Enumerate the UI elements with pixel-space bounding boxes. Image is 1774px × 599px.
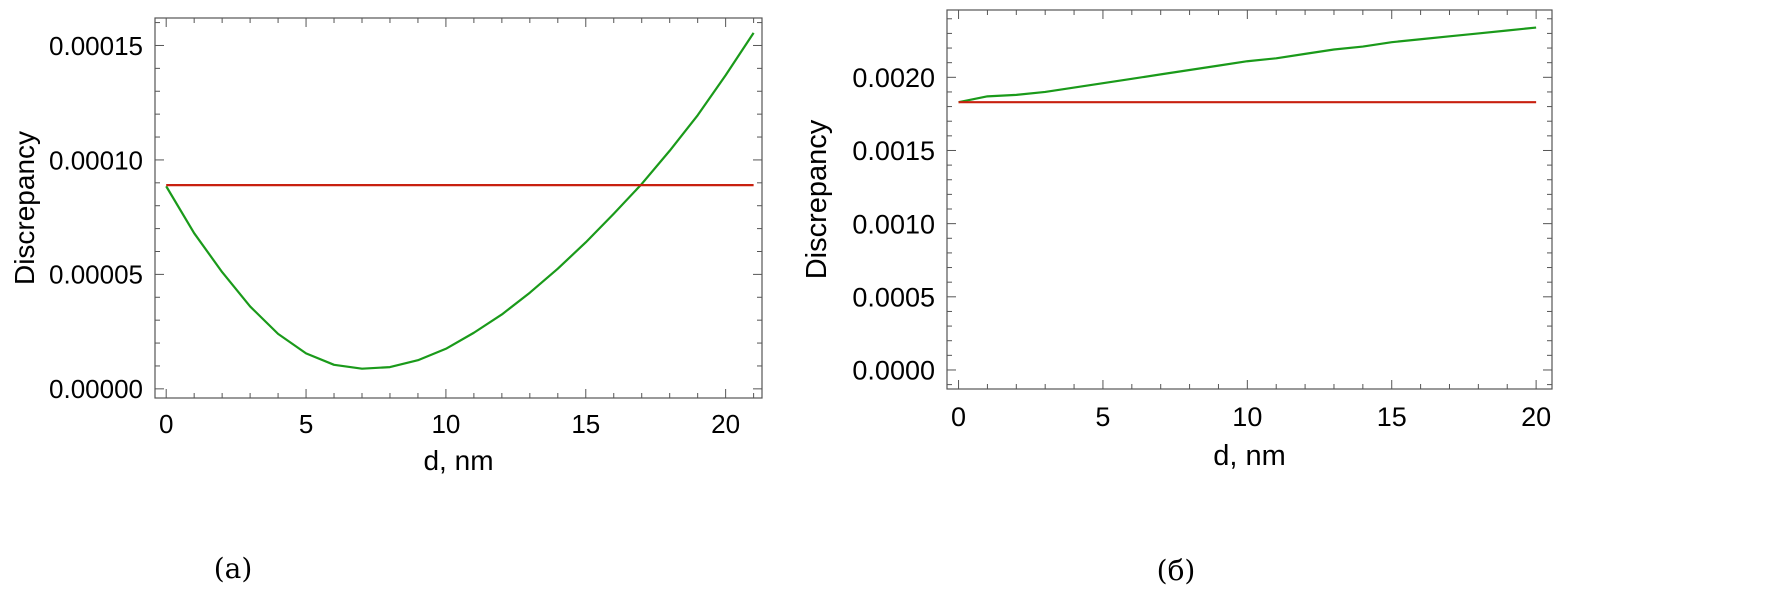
x-axis-title: d, nm [423, 445, 493, 476]
axis-ticks: 0 5 10 15 20 0.00000 0.00005 0.00010 0.00015 [49, 18, 762, 439]
y-tick-label: 0.0000 [852, 356, 935, 386]
y-tick-label: 0.00015 [49, 31, 143, 61]
x-tick-label: 10 [1232, 402, 1262, 432]
series-line-green [165, 32, 755, 370]
x-tick-label: 20 [1521, 402, 1551, 432]
y-tick-label: 0.00005 [49, 260, 143, 290]
panel-caption: (a) [214, 552, 253, 585]
x-tick-label: 20 [711, 409, 740, 439]
x-tick-label: 15 [1377, 402, 1407, 432]
y-tick-label: 0.0020 [852, 63, 935, 93]
series-group [958, 26, 1537, 104]
series-line-green [958, 26, 1537, 104]
plot-frame [154, 17, 763, 399]
y-tick-label: 0.00000 [49, 374, 143, 404]
x-tick-label: 5 [1095, 402, 1110, 432]
panel-caption: (б) [1157, 554, 1196, 587]
y-axis-title: Discrepancy [9, 131, 40, 285]
y-tick-label: 0.00010 [49, 145, 143, 175]
x-tick-label: 5 [299, 409, 313, 439]
plot-frame [946, 9, 1553, 390]
series-group [165, 32, 755, 370]
chart-panel-a: 0 5 10 15 20 0.00000 0.00005 0.00010 0.00015 d, … [9, 17, 763, 585]
x-tick-label: 0 [951, 402, 966, 432]
chart-panel-b: 0 5 10 15 20 0.0000 0.0005 0.0010 0.0015 0.0020 d… [801, 9, 1553, 587]
y-axis-title: Discrepancy [801, 119, 833, 279]
x-axis-title: d, nm [1213, 440, 1286, 472]
y-tick-label: 0.0010 [852, 209, 935, 239]
x-tick-label: 15 [571, 409, 600, 439]
y-tick-label: 0.0015 [852, 136, 935, 166]
y-tick-label: 0.0005 [852, 283, 935, 313]
axis-ticks: 0 5 10 15 20 0.0000 0.0005 0.0010 0.0015 0.0020 [852, 10, 1552, 432]
x-tick-label: 10 [431, 409, 460, 439]
x-tick-label: 0 [159, 409, 173, 439]
